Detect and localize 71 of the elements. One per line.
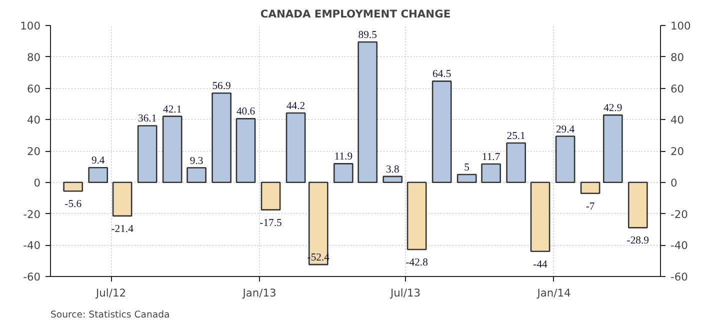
y-tick-label: 0 <box>34 176 41 190</box>
y2-tick-label: 100 <box>670 20 692 32</box>
bar <box>406 182 427 250</box>
data-label: 36.1 <box>138 114 157 125</box>
y2-tick-label: -20 <box>670 208 688 221</box>
data-label: 3.8 <box>386 164 400 176</box>
bar <box>112 182 132 217</box>
bar <box>212 92 232 184</box>
y-tick-label: -40 <box>23 239 41 252</box>
data-label: 89.5 <box>358 30 377 41</box>
data-label: -7 <box>586 201 596 212</box>
bar <box>382 176 403 184</box>
data-label: 11.9 <box>334 152 353 163</box>
data-label: 56.9 <box>212 81 231 92</box>
y2-tick-label: 80 <box>670 50 684 64</box>
data-label: -5.6 <box>64 199 82 210</box>
bar <box>432 80 452 184</box>
data-label: 42.9 <box>604 103 622 114</box>
y-tick-label: 100 <box>20 20 41 32</box>
bar <box>555 136 576 184</box>
bar <box>186 167 206 184</box>
y2-tick-label: 20 <box>670 145 684 158</box>
data-label: 40.6 <box>236 106 256 118</box>
x-tick-label: Jan/14 <box>536 286 571 300</box>
source-note: Source: Statistics Canada <box>50 310 170 320</box>
y2-tick-label: 60 <box>670 82 684 96</box>
bar <box>602 114 623 184</box>
y-tick-label: -60 <box>23 270 41 284</box>
bar <box>456 174 477 184</box>
bar <box>580 182 600 194</box>
chart-title: CANADA EMPLOYMENT CHANGE <box>260 8 451 20</box>
data-label: 9.4 <box>91 156 106 167</box>
bar <box>260 182 281 210</box>
data-label: -28.9 <box>626 236 650 247</box>
data-label: 25.1 <box>506 131 526 142</box>
y-tick-label: 40 <box>26 114 41 127</box>
y2-tick-label: -40 <box>670 239 688 252</box>
bar <box>481 163 501 184</box>
data-label: -21.4 <box>111 224 134 235</box>
x-tick-label: Jul/13 <box>390 286 421 300</box>
x-tick-label: Jul/12 <box>95 286 126 300</box>
x-tick-label: Jan/13 <box>242 286 276 300</box>
y2-tick-label: -60 <box>670 270 688 284</box>
bar <box>286 112 306 184</box>
y-tick-label: -20 <box>23 208 41 221</box>
data-label: 64.5 <box>432 69 452 80</box>
y-tick-label: 60 <box>26 82 41 96</box>
bar <box>628 182 648 228</box>
data-label: -44 <box>533 259 548 270</box>
data-label: 42.1 <box>163 104 182 116</box>
bar <box>506 142 526 184</box>
bar <box>236 118 256 184</box>
y-tick-label: 80 <box>26 50 41 64</box>
bar <box>530 182 550 252</box>
bar <box>162 116 182 184</box>
y2-tick-label: 0 <box>670 176 678 190</box>
bar <box>88 166 108 184</box>
bar <box>137 125 158 184</box>
bar <box>63 182 84 192</box>
data-label: 5 <box>464 162 470 174</box>
data-label: -42.8 <box>406 258 428 269</box>
data-label: -17.5 <box>260 218 282 229</box>
y2-tick-label: 40 <box>670 114 684 127</box>
data-label: 29.4 <box>556 124 576 136</box>
data-label: 9.3 <box>190 156 204 167</box>
bar <box>333 163 354 184</box>
bar <box>308 182 328 266</box>
bar <box>358 41 378 184</box>
data-label: 11.7 <box>482 152 501 164</box>
y-tick-label: 20 <box>26 145 41 158</box>
data-label: 44.2 <box>286 101 306 112</box>
